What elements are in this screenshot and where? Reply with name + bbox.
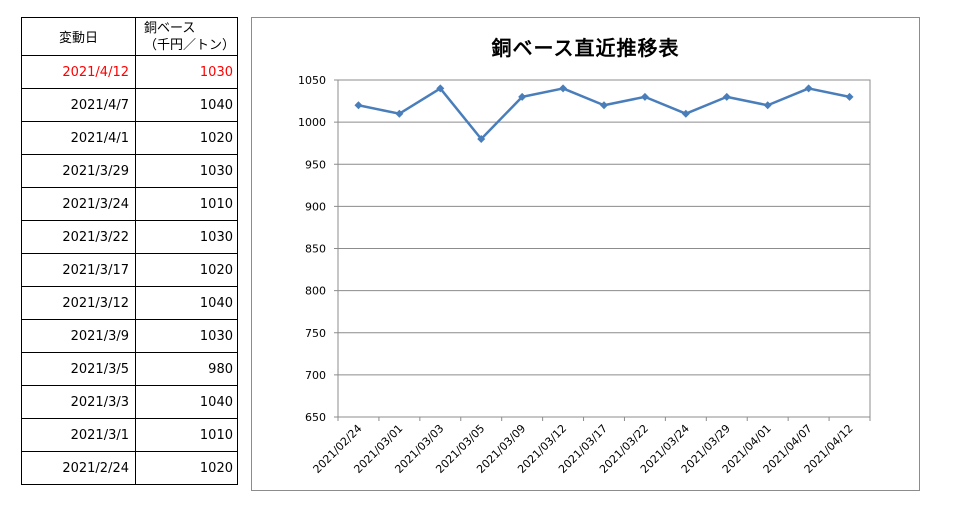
copper-base-table: 変動日 銅ベース （千円／トン） 2021/4/12 1030 2021/4/7 10… <box>21 17 238 485</box>
row-value: 1020 <box>136 254 238 286</box>
row-date: 2021/4/7 <box>22 89 136 121</box>
line-chart: 650700750800850900950100010502021/02/242… <box>298 74 871 476</box>
table-body: 2021/4/12 1030 2021/4/7 1040 2021/4/1 1020 202… <box>22 56 238 485</box>
row-value: 1030 <box>136 155 238 187</box>
data-point <box>518 92 527 101</box>
y-tick-label: 750 <box>305 327 326 340</box>
row-value: 980 <box>136 353 238 385</box>
row-date: 2021/2/24 <box>22 452 136 484</box>
row-date: 2021/4/12 <box>22 56 136 88</box>
data-point <box>681 109 690 118</box>
row-value: 1030 <box>136 221 238 253</box>
chart-title: 銅ベース直近推移表 <box>491 36 680 60</box>
row-value: 1040 <box>136 89 238 121</box>
data-point <box>640 92 649 101</box>
header-value-line1: 銅ベース <box>144 20 196 36</box>
table-row: 2021/4/12 1030 <box>22 56 238 89</box>
table-row: 2021/3/5 980 <box>22 353 238 386</box>
y-tick-label: 650 <box>305 411 326 424</box>
row-date: 2021/3/22 <box>22 221 136 253</box>
row-date: 2021/3/1 <box>22 419 136 451</box>
table-row: 2021/3/22 1030 <box>22 221 238 254</box>
header-value-line2: （千円／トン） <box>144 37 236 53</box>
table-row: 2021/3/12 1040 <box>22 287 238 320</box>
chart-area: 銅ベース直近推移表 650 700 750 800 850 900 950 1000 1050 2… <box>251 17 920 491</box>
y-tick-label: 950 <box>305 158 326 171</box>
table-row: 2021/3/3 1040 <box>22 386 238 419</box>
data-point <box>354 101 363 110</box>
table-row: 2021/4/7 1040 <box>22 89 238 122</box>
row-date: 2021/3/9 <box>22 320 136 352</box>
y-tick-label: 1050 <box>298 74 326 87</box>
row-value: 1020 <box>136 452 238 484</box>
y-tick-label: 1000 <box>298 116 326 129</box>
header-date: 変動日 <box>22 18 136 55</box>
table-row: 2021/2/24 1020 <box>22 452 238 485</box>
data-point <box>804 84 813 93</box>
row-date: 2021/3/17 <box>22 254 136 286</box>
y-tick-label: 850 <box>305 243 326 256</box>
data-point <box>395 109 404 118</box>
data-point <box>477 134 486 143</box>
data-point <box>600 101 608 110</box>
row-date: 2021/3/24 <box>22 188 136 220</box>
data-point <box>845 92 854 101</box>
table-row: 2021/3/24 1010 <box>22 188 238 221</box>
series-line <box>358 87 850 141</box>
y-tick-label: 800 <box>305 285 326 298</box>
row-value: 1010 <box>136 188 238 220</box>
y-tick-label: 700 <box>305 369 326 382</box>
y-tick-label: 900 <box>305 200 326 213</box>
row-date: 2021/3/29 <box>22 155 136 187</box>
table-header-row: 変動日 銅ベース （千円／トン） <box>22 18 238 56</box>
data-point <box>722 92 731 101</box>
row-value: 1030 <box>136 320 238 352</box>
row-value: 1010 <box>136 419 238 451</box>
table-row: 2021/3/17 1020 <box>22 254 238 287</box>
table-row: 2021/3/9 1030 <box>22 320 238 353</box>
row-value: 1020 <box>136 122 238 154</box>
row-value: 1040 <box>136 287 238 319</box>
row-value: 1030 <box>136 56 238 88</box>
header-value: 銅ベース （千円／トン） <box>136 18 238 55</box>
table-row: 2021/3/29 1030 <box>22 155 238 188</box>
row-date: 2021/4/1 <box>22 122 136 154</box>
table-row: 2021/3/1 1010 <box>22 419 238 452</box>
table-row: 2021/4/1 1020 <box>22 122 238 155</box>
data-point <box>436 84 445 93</box>
row-value: 1040 <box>136 386 238 418</box>
row-date: 2021/3/12 <box>22 287 136 319</box>
row-date: 2021/3/5 <box>22 353 136 385</box>
data-point <box>763 101 772 110</box>
row-date: 2021/3/3 <box>22 386 136 418</box>
data-point <box>559 84 568 93</box>
